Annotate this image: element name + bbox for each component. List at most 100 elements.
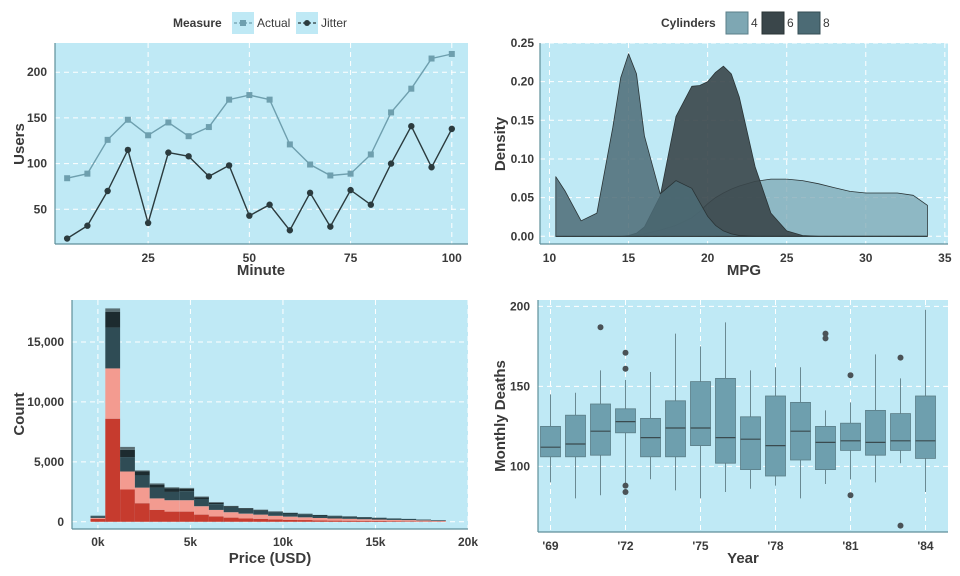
data-point-jitter bbox=[205, 173, 213, 180]
hist-bar-segment bbox=[134, 470, 150, 472]
hist-bar-segment bbox=[134, 475, 150, 488]
hist-bar-segment bbox=[179, 500, 195, 512]
data-point-jitter bbox=[286, 227, 294, 234]
hist-bar-segment bbox=[164, 487, 180, 489]
density-y-tick-label: 0.10 bbox=[511, 152, 535, 166]
data-point-actual bbox=[205, 124, 212, 131]
hist-bar-segment bbox=[120, 489, 135, 522]
box-x-tick-label: '72 bbox=[617, 539, 634, 553]
box-y-tick-label: 100 bbox=[510, 459, 530, 473]
density-chart: 0.00 0.05 0.10 0.15 0.20 0.25 10 15 20 25 30 35 bbox=[511, 36, 952, 265]
hist-bar-segment bbox=[105, 418, 121, 522]
legend-key-cyl6 bbox=[761, 11, 785, 35]
density-y-tick-label: 0.00 bbox=[511, 229, 535, 243]
hist-bar-segment bbox=[253, 509, 269, 511]
hist-y-tick-label: 10,000 bbox=[27, 395, 64, 409]
box-y-tick-label: 150 bbox=[510, 379, 530, 393]
hist-bar-segment bbox=[164, 488, 180, 492]
hist-bar-segment bbox=[371, 519, 387, 521]
legend-label-actual: Actual bbox=[257, 16, 290, 30]
data-point-actual bbox=[408, 85, 415, 92]
data-point-jitter bbox=[387, 160, 395, 167]
data-point-jitter bbox=[306, 189, 314, 197]
hist-bar-segment bbox=[149, 483, 165, 485]
hist-bar-segment bbox=[105, 308, 121, 312]
hist-bar-segment bbox=[268, 512, 283, 516]
hist-bar-segment bbox=[312, 515, 328, 518]
data-point-actual bbox=[367, 151, 374, 158]
hist-bar-segment bbox=[371, 521, 387, 522]
data-point-jitter bbox=[165, 149, 172, 156]
data-point-actual bbox=[307, 161, 314, 168]
box-iqr bbox=[565, 414, 586, 458]
data-point-actual bbox=[124, 116, 131, 123]
box-iqr bbox=[765, 395, 786, 477]
line-x-tick-label: 25 bbox=[141, 251, 155, 265]
density-y-axis-title: Density bbox=[492, 116, 509, 171]
box-iqr bbox=[865, 409, 886, 456]
data-point-jitter bbox=[225, 162, 233, 169]
data-point-actual bbox=[347, 170, 354, 177]
hist-bar-segment bbox=[268, 515, 283, 520]
hist-bar-segment bbox=[327, 518, 343, 521]
hist-bar-segment bbox=[327, 520, 343, 522]
data-point-actual bbox=[246, 92, 253, 99]
hist-bar-segment bbox=[90, 516, 106, 518]
density-x-tick-label: 30 bbox=[859, 251, 873, 265]
box-outlier bbox=[897, 522, 904, 529]
density-y-tick-label: 0.20 bbox=[511, 75, 535, 89]
hist-bar-segment bbox=[431, 520, 446, 521]
data-point-jitter bbox=[266, 201, 273, 208]
hist-bar-segment bbox=[283, 516, 298, 520]
data-point-jitter bbox=[246, 212, 253, 219]
hist-bar-segment bbox=[90, 517, 106, 519]
box-outlier bbox=[597, 324, 604, 331]
hist-bar-segment bbox=[416, 520, 431, 522]
hist-x-tick-label: 5k bbox=[184, 535, 198, 549]
box-iqr bbox=[740, 416, 761, 470]
box-iqr bbox=[915, 395, 936, 459]
box-iqr bbox=[590, 403, 611, 456]
hist-bar-segment bbox=[208, 509, 224, 517]
hist-bar-segment bbox=[179, 491, 195, 501]
hist-bar-segment bbox=[149, 484, 165, 488]
box-iqr bbox=[615, 408, 636, 434]
hist-bar-segment bbox=[283, 513, 298, 517]
density-y-tick-label: 0.05 bbox=[511, 191, 535, 205]
cylinders-legend-title: Cylinders bbox=[661, 16, 716, 30]
density-area-cyl8 bbox=[555, 53, 928, 237]
hist-bar-segment bbox=[401, 521, 417, 522]
density-x-tick-label: 25 bbox=[780, 251, 794, 265]
hist-bar-segment bbox=[253, 518, 269, 522]
line-y-tick-label: 50 bbox=[34, 202, 48, 216]
data-point-jitter bbox=[124, 146, 132, 154]
data-point-actual bbox=[84, 170, 91, 177]
hist-bar-segment bbox=[164, 500, 180, 512]
hist-bar-segment bbox=[342, 518, 357, 521]
hist-bar-segment bbox=[105, 327, 121, 369]
legend-label-cyl6: 6 bbox=[787, 16, 794, 30]
hist-bar-segment bbox=[386, 519, 402, 522]
line-chart: 50 100 150 200 25 50 75 100 bbox=[27, 43, 468, 265]
line-panel-bg bbox=[55, 43, 468, 244]
hist-x-tick-label: 0k bbox=[91, 535, 105, 549]
hist-bar-segment bbox=[164, 491, 180, 501]
hist-bar-segment bbox=[386, 521, 402, 522]
hist-bar-segment bbox=[312, 515, 328, 516]
box-outlier bbox=[847, 372, 854, 379]
hist-bar-segment bbox=[149, 487, 165, 499]
boxplot-chart: 100 150 200 '69 '72 '75 '78 '81 '84 bbox=[510, 299, 948, 553]
hist-x-tick-label: 10k bbox=[273, 535, 293, 549]
box-outlier bbox=[622, 489, 629, 495]
density-y-tick-label: 0.15 bbox=[511, 113, 535, 127]
hist-bar-segment bbox=[238, 508, 254, 510]
legend-label-cyl8: 8 bbox=[823, 16, 830, 30]
data-point-actual bbox=[145, 132, 152, 139]
box-x-axis-title: Year bbox=[727, 550, 759, 567]
measure-legend: Measure Actual Jitter bbox=[173, 12, 347, 34]
hist-bar-segment bbox=[208, 504, 224, 510]
hist-bar-segment bbox=[357, 519, 372, 521]
hist-bar-segment bbox=[149, 498, 165, 510]
line-x-tick-label: 75 bbox=[344, 251, 358, 265]
data-point-actual bbox=[266, 96, 273, 103]
